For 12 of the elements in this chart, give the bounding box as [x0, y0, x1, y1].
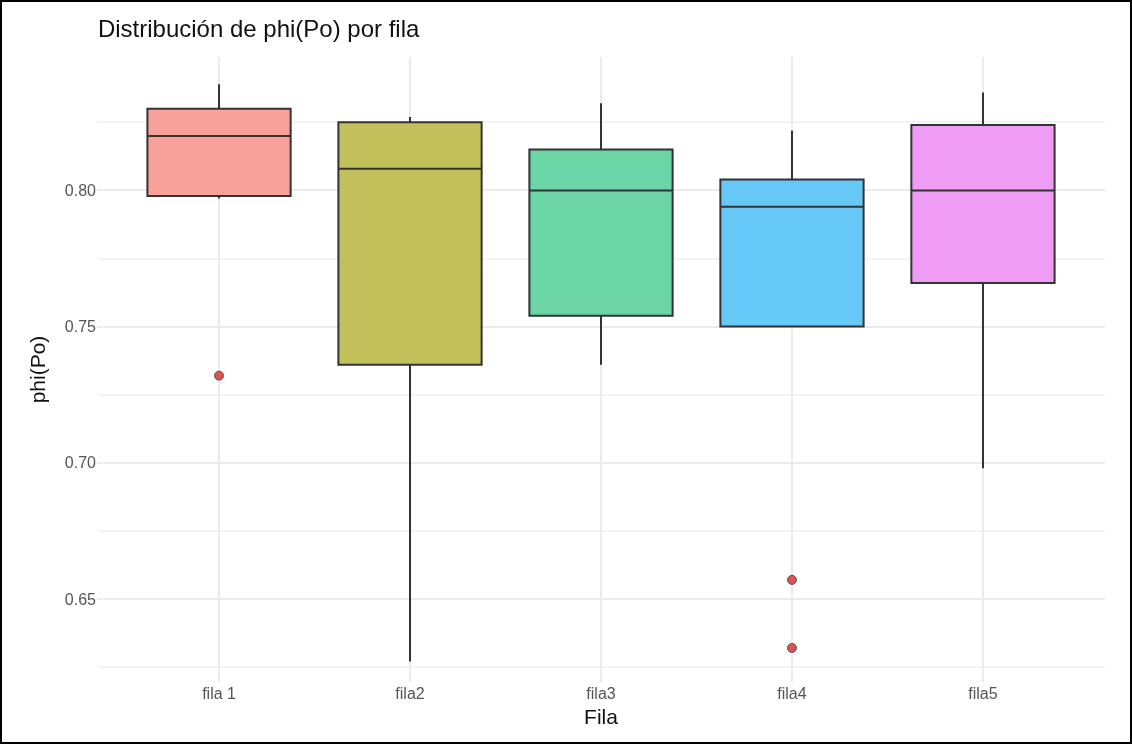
y-tick-label: 0.75	[64, 318, 97, 336]
x-tick-label: fila3	[586, 685, 616, 702]
y-tick-label: 0.70	[64, 454, 97, 472]
y-axis-title: phi(Po)	[26, 335, 49, 404]
x-axis-title: Fila	[584, 705, 619, 729]
y-tick-label: 0.65	[64, 590, 97, 608]
chart-title: Distribución de phi(Po) por fila	[97, 15, 421, 43]
y-tick-label: 0.80	[64, 182, 97, 200]
x-tick-label: fila5	[968, 685, 998, 702]
x-tick-label: fila 1	[202, 685, 237, 702]
x-tick-label: fila2	[395, 685, 425, 702]
x-tick-label: fila4	[777, 685, 807, 702]
